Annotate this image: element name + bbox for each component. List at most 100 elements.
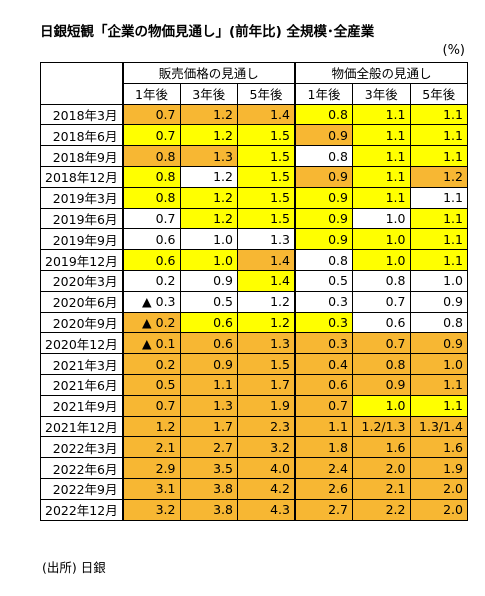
- value-cell: 3.5: [179, 457, 238, 479]
- row-label: 2022年12月: [40, 498, 123, 521]
- value-cell: 0.9: [294, 124, 353, 147]
- value-cell: 0.8: [409, 311, 468, 334]
- value-cell: 0.9: [294, 165, 353, 188]
- value-cell: 0.3: [294, 290, 353, 313]
- table: 販売価格の見通し 物価全般の見通し 1年後 3年後 5年後 1年後 3年後 5年後 2018年3…: [40, 62, 468, 521]
- value-cell: 0.9: [352, 373, 411, 396]
- value-cell: 0.9: [179, 353, 238, 375]
- value-cell: 1.1: [409, 249, 468, 271]
- table-row: 2019年6月 0.7 1.2 1.5 0.9 1.0 1.1: [40, 207, 468, 230]
- table-row: 2018年3月 0.7 1.2 1.4 0.8 1.1 1.1: [40, 103, 468, 126]
- column-header: 1年後: [294, 82, 353, 105]
- row-label: 2019年6月: [40, 207, 123, 230]
- value-cell: 0.7: [121, 124, 181, 147]
- row-label: 2019年9月: [40, 228, 123, 251]
- value-cell: ▲ 0.1: [121, 332, 181, 355]
- value-cell: 1.4: [237, 103, 296, 126]
- table-row: 2020年6月 ▲ 0.3 0.5 1.2 0.3 0.7 0.9: [40, 290, 468, 313]
- value-cell: 1.1: [409, 373, 468, 396]
- row-label: 2018年3月: [40, 103, 123, 126]
- value-cell: 1.1: [409, 145, 468, 167]
- value-cell: 4.2: [237, 477, 296, 500]
- value-cell: 2.6: [294, 477, 353, 500]
- value-cell: 1.1: [409, 228, 468, 251]
- source-note: (出所) 日銀: [42, 560, 106, 575]
- row-label: 2018年6月: [40, 124, 123, 147]
- table-row: 1年後 3年後 5年後 1年後 3年後 5年後: [41, 82, 468, 105]
- value-cell: 2.0: [409, 498, 468, 521]
- value-cell: 1.5: [237, 353, 296, 375]
- row-label: 2021年6月: [40, 373, 123, 396]
- value-cell: 1.0: [352, 228, 411, 251]
- value-cell: 1.4: [237, 249, 296, 271]
- table-row: 2021年6月 0.5 1.1 1.7 0.6 0.9 1.1: [40, 373, 468, 396]
- value-cell: 1.9: [237, 394, 296, 417]
- table-row: 2020年3月 0.2 0.9 1.4 0.5 0.8 1.0: [40, 269, 468, 292]
- corner-cell: [40, 62, 123, 105]
- value-cell: 0.5: [179, 290, 238, 313]
- value-cell: 0.6: [179, 332, 238, 355]
- value-cell: 0.7: [294, 394, 353, 417]
- value-cell: 2.4: [294, 457, 353, 479]
- value-cell: 1.2: [121, 415, 181, 438]
- value-cell: 0.8: [294, 145, 353, 167]
- value-cell: 0.9: [409, 332, 468, 355]
- table-row: 2020年12月 ▲ 0.1 0.6 1.3 0.3 0.7 0.9: [40, 332, 468, 355]
- value-cell: 0.6: [179, 311, 238, 334]
- value-cell: 1.2: [237, 290, 296, 313]
- row-label: 2022年9月: [40, 477, 123, 500]
- value-cell: 1.5: [237, 207, 296, 230]
- table-row: 2019年12月 0.6 1.0 1.4 0.8 1.0 1.1: [40, 249, 468, 271]
- value-cell: 2.9: [121, 457, 181, 479]
- value-cell: 1.2: [179, 165, 238, 188]
- row-label: 2022年6月: [40, 457, 123, 479]
- value-cell: 1.5: [237, 145, 296, 167]
- value-cell: 1.3: [179, 145, 238, 167]
- value-cell: 0.6: [121, 249, 181, 271]
- value-cell: 1.1: [409, 103, 468, 126]
- row-label: 2021年3月: [40, 353, 123, 375]
- column-header: 3年後: [352, 82, 411, 105]
- value-cell: 2.1: [352, 477, 411, 500]
- value-cell: 1.0: [352, 249, 411, 271]
- value-cell: 3.8: [179, 498, 238, 521]
- value-cell: 1.2: [179, 207, 238, 230]
- value-cell: 0.9: [179, 269, 238, 292]
- value-cell: 0.6: [352, 311, 411, 334]
- value-cell: 1.2: [179, 124, 238, 147]
- value-cell: 0.8: [294, 103, 353, 126]
- value-cell: 0.7: [121, 207, 181, 230]
- value-cell: 2.3: [237, 415, 296, 438]
- value-cell: 0.9: [294, 186, 353, 209]
- value-cell: 0.3: [294, 332, 353, 355]
- value-cell: 1.5: [237, 124, 296, 147]
- value-cell: 0.7: [121, 394, 181, 417]
- table-row: 2022年6月 2.9 3.5 4.0 2.4 2.0 1.9: [40, 457, 468, 479]
- value-cell: 1.1: [294, 415, 353, 438]
- title: 日銀短観「企業の物価見通し」(前年比) 全規模･全産業: [40, 24, 375, 40]
- value-cell: 1.3: [237, 332, 296, 355]
- value-cell: 0.6: [121, 228, 181, 251]
- value-cell: 1.1: [409, 207, 468, 230]
- row-label: 2019年12月: [40, 249, 123, 271]
- value-cell: 1.2: [409, 165, 468, 188]
- table-row: 2022年3月 2.1 2.7 3.2 1.8 1.6 1.6: [40, 436, 468, 459]
- table-row: 2020年9月 ▲ 0.2 0.6 1.2 0.3 0.6 0.8: [40, 311, 468, 334]
- value-cell: 0.5: [294, 269, 353, 292]
- row-label: 2020年12月: [40, 332, 123, 355]
- value-cell: 4.0: [237, 457, 296, 479]
- value-cell: 0.8: [352, 353, 411, 375]
- value-cell: 0.3: [294, 311, 353, 334]
- value-cell: 2.0: [352, 457, 411, 479]
- value-cell: 1.8: [294, 436, 353, 459]
- value-cell: 0.7: [352, 290, 411, 313]
- table-row: 2018年12月 0.8 1.2 1.5 0.9 1.1 1.2: [40, 165, 468, 188]
- value-cell: 1.3: [237, 228, 296, 251]
- value-cell: 3.1: [121, 477, 181, 500]
- row-label: 2019年3月: [40, 186, 123, 209]
- row-label: 2018年9月: [40, 145, 123, 167]
- value-cell: 1.2/1.3: [352, 415, 411, 438]
- value-cell: 1.7: [179, 415, 238, 438]
- row-label: 2021年9月: [40, 394, 123, 417]
